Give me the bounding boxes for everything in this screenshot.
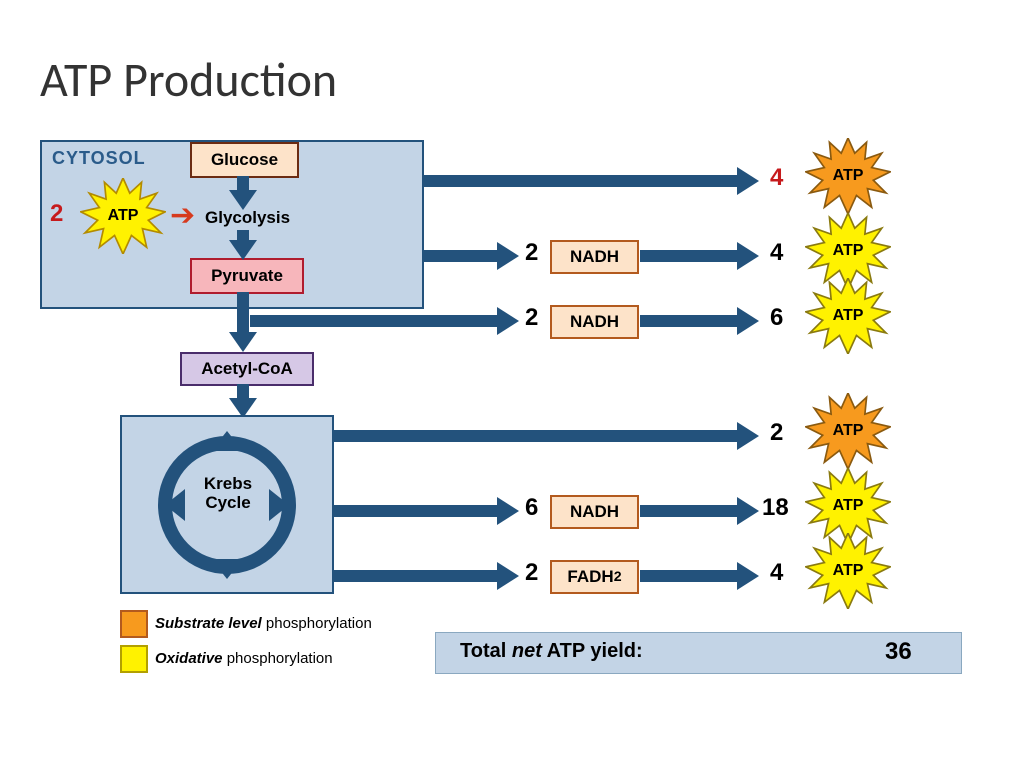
row3-coenzyme: NADH [550,305,639,339]
arrow-head-right [737,307,759,335]
row5-mid-count: 6 [525,494,538,522]
diagram-area: CYTOSOL 2 ATP ➔ Glucose Glycolysis Pyruv… [40,140,960,720]
row4-num: 2 [770,419,783,447]
arrow-right [334,430,739,442]
krebs-label: Krebs Cycle [198,475,258,512]
arrow-right [640,315,738,327]
row4-atp-label: ATP [805,393,891,469]
row3-atp-label: ATP [805,278,891,354]
arrow-right [250,315,499,327]
total-italic: net [512,640,542,662]
row6-atp-star: ATP [805,533,891,609]
arrow-head-down [229,190,257,210]
pyruvate-box: Pyruvate [190,258,304,294]
input-atp-label: ATP [80,178,166,254]
arrow-head-right [497,562,519,590]
arrow-head-right [497,497,519,525]
row2-coenzyme: NADH [550,240,639,274]
arrow-right [424,250,499,262]
glycolysis-label: Glycolysis [205,208,290,228]
acetyl-box: Acetyl-CoA [180,352,314,386]
row3-mid-count: 2 [525,304,538,332]
arrow-head-down [229,332,257,352]
row4-atp-star: ATP [805,393,891,469]
arrow-right [640,570,738,582]
arrow-head-right [737,422,759,450]
arrow-head-down [229,240,257,260]
row1-atp-label: ATP [805,138,891,214]
arrow-right [334,505,499,517]
row1-num: 4 [770,164,783,192]
arrow-right [640,250,738,262]
total-prefix: Total [460,640,512,662]
cytosol-label: CYTOSOL [52,148,146,169]
legend-oxidative-label: Oxidative phosphorylation [155,650,333,667]
input-atp-count: 2 [50,200,63,228]
arrow-head-right [497,307,519,335]
glucose-box: Glucose [190,142,299,178]
input-atp-star: ATP [80,178,166,254]
arrow-head-right [737,242,759,270]
legend-oxidative-italic: Oxidative [155,650,223,667]
arrow-head-right [737,497,759,525]
row6-atp-label: ATP [805,533,891,609]
slide-title: ATP Production [40,50,337,109]
row6-coenzyme: FADH2 [550,560,639,594]
arrow-head-right [737,562,759,590]
row5-coenzyme: NADH [550,495,639,529]
arrow-head-right [737,167,759,195]
red-arrow-icon: ➔ [170,198,195,233]
row5-num: 18 [762,494,789,522]
arrow-right [640,505,738,517]
arrow-head-right [497,242,519,270]
arrow-down [237,292,249,334]
row6-coenzyme-sub: 2 [614,569,622,585]
row3-atp-star: ATP [805,278,891,354]
legend-substrate-swatch [120,610,148,638]
row2-num: 4 [770,239,783,267]
row6-num: 4 [770,559,783,587]
legend-oxidative-swatch [120,645,148,673]
total-suffix: ATP yield: [542,640,643,662]
row6-coenzyme-text: FADH [567,567,613,587]
row3-num: 6 [770,304,783,332]
legend-substrate-italic: Substrate level [155,615,262,632]
total-value: 36 [885,638,912,666]
row1-atp-star: ATP [805,138,891,214]
arrow-right [424,175,739,187]
legend-substrate-label: Substrate level phosphorylation [155,615,372,632]
total-label: Total net ATP yield: [460,640,643,663]
row2-mid-count: 2 [525,239,538,267]
legend-substrate-plain: phosphorylation [262,615,372,632]
arrow-right [334,570,499,582]
row6-mid-count: 2 [525,559,538,587]
legend-oxidative-plain: phosphorylation [223,650,333,667]
